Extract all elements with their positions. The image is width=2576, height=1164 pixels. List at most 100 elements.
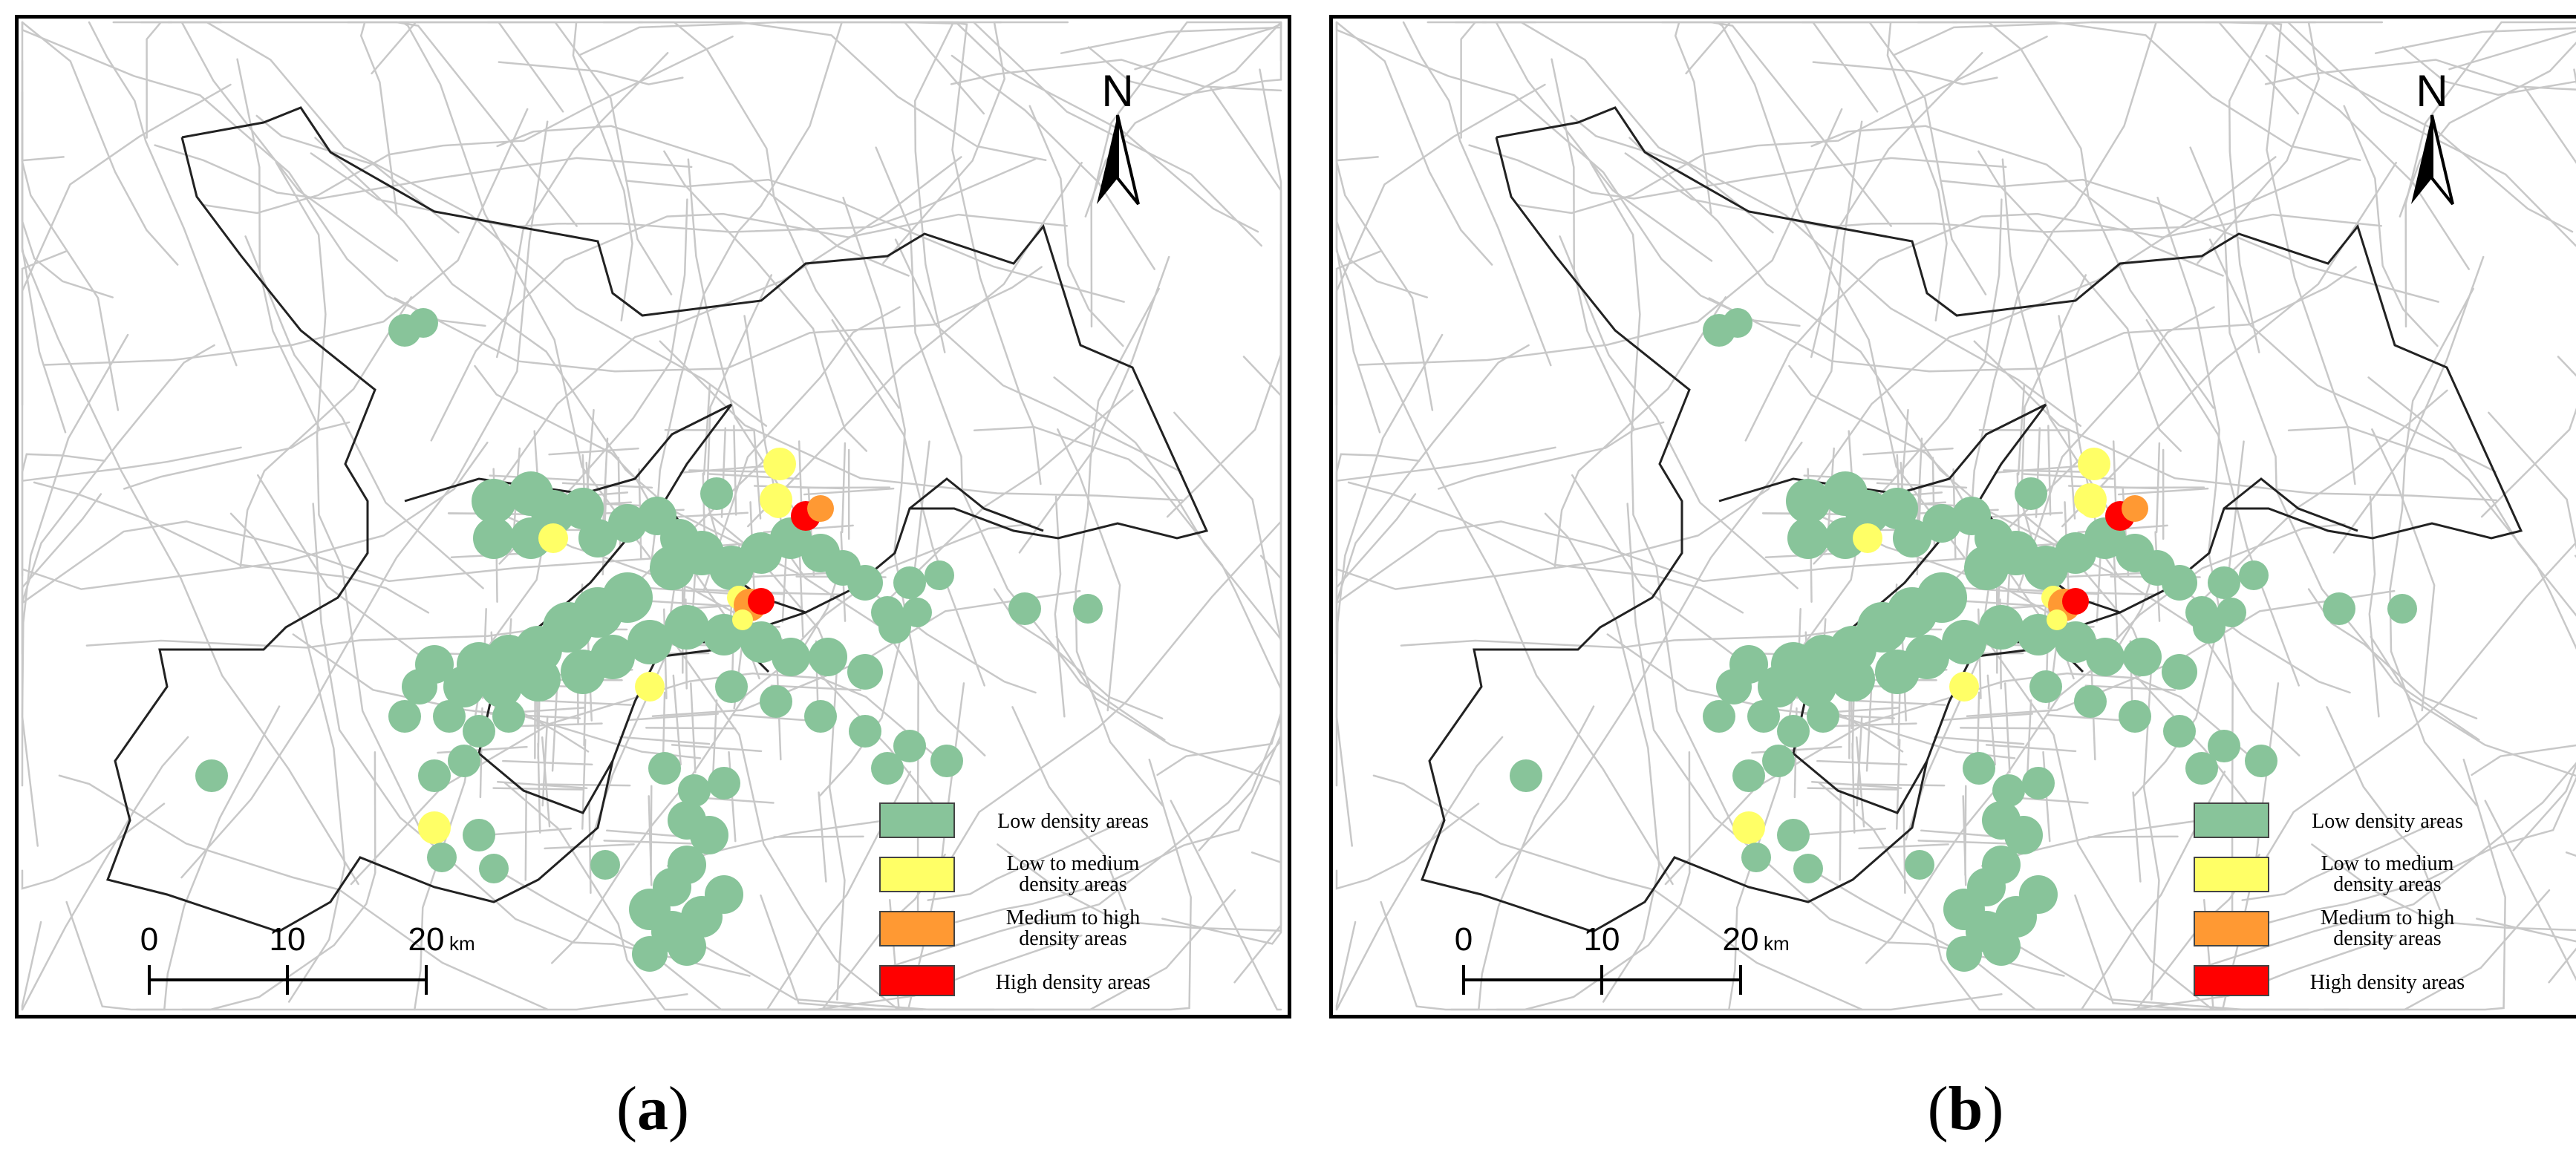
scale-tick-20: 20 xyxy=(408,921,445,958)
legend: Low density areas Low to medium density … xyxy=(2194,802,2465,996)
density-cluster xyxy=(1793,854,1823,883)
density-cluster xyxy=(849,715,881,748)
density-cluster xyxy=(2015,477,2047,510)
north-arrow-right-icon xyxy=(2430,114,2454,206)
density-cluster xyxy=(473,517,515,559)
density-cluster xyxy=(1741,843,1771,872)
density-cluster xyxy=(2245,745,2277,777)
density-cluster xyxy=(418,759,451,792)
density-cluster xyxy=(472,479,516,523)
scale-tick-10: 10 xyxy=(270,921,306,958)
density-cluster xyxy=(590,635,635,679)
density-clusters xyxy=(1510,308,2417,972)
density-cluster xyxy=(847,654,883,690)
density-cluster xyxy=(590,850,620,880)
legend-label-medium-high-2: density areas xyxy=(1019,927,1126,950)
density-cluster xyxy=(665,605,709,650)
density-cluster xyxy=(2185,752,2218,785)
density-cluster xyxy=(807,495,834,522)
legend-swatch-medium-high xyxy=(2194,911,2269,946)
density-cluster xyxy=(708,767,740,800)
density-cluster xyxy=(463,819,495,851)
north-arrow-left-icon xyxy=(1097,115,1118,204)
north-arrow: N xyxy=(2411,66,2454,206)
legend: Low density areas Low to medium density … xyxy=(879,802,1150,996)
density-cluster xyxy=(443,666,485,707)
density-cluster xyxy=(2193,611,2226,644)
density-cluster xyxy=(715,670,748,703)
legend-label-low-medium-1: Low to medium xyxy=(1007,852,1140,875)
density-cluster xyxy=(1992,774,2025,807)
density-cluster xyxy=(2208,730,2240,762)
density-cluster xyxy=(1787,517,1829,559)
density-cluster xyxy=(871,752,904,785)
legend-label-medium-high-2: density areas xyxy=(2333,927,2441,950)
north-label: N xyxy=(1101,66,1133,116)
density-cluster xyxy=(627,620,672,664)
legend-swatch-low-medium xyxy=(879,857,955,892)
density-clusters xyxy=(195,308,1103,972)
scale-bar: 0 10 20 km xyxy=(140,921,475,995)
density-cluster xyxy=(1703,700,1735,733)
density-cluster xyxy=(2022,767,2055,800)
density-cluster xyxy=(2029,670,2062,703)
density-cluster xyxy=(930,745,963,777)
density-cluster xyxy=(732,609,753,630)
scale-unit: km xyxy=(449,932,475,955)
density-cluster xyxy=(480,666,522,707)
density-cluster xyxy=(448,745,480,777)
density-cluster xyxy=(2078,448,2110,480)
legend-label-low-medium-1: Low to medium xyxy=(2321,852,2454,875)
density-cluster xyxy=(1923,504,1961,543)
map-canvas-b: N 0 10 20 km Low density areas Low to me… xyxy=(1335,21,2576,1011)
density-cluster xyxy=(492,700,525,733)
density-cluster xyxy=(2239,560,2269,590)
density-cluster xyxy=(1905,635,1949,679)
density-cluster xyxy=(1825,517,1866,559)
density-cluster xyxy=(2119,700,2151,733)
density-cluster xyxy=(2162,654,2197,690)
density-cluster xyxy=(772,638,810,676)
density-cluster xyxy=(648,752,681,785)
density-cluster xyxy=(608,504,647,543)
density-cluster xyxy=(925,560,954,590)
scale-tick-0: 0 xyxy=(140,921,158,958)
density-cluster xyxy=(1073,594,1103,624)
density-cluster xyxy=(1893,519,1931,558)
north-arrow-right-icon xyxy=(1116,114,1140,206)
density-cluster xyxy=(893,730,926,762)
density-cluster xyxy=(1510,759,1542,792)
density-cluster xyxy=(1758,666,1799,707)
density-cluster xyxy=(878,611,911,644)
density-cluster xyxy=(668,927,706,966)
legend-label-high: High density areas xyxy=(996,971,1150,994)
density-cluster xyxy=(2217,598,2246,627)
legend-swatch-high xyxy=(2194,965,2269,996)
map-canvas-a: N 0 10 20 km Low density areas Low to me… xyxy=(21,21,1282,1011)
density-cluster xyxy=(2122,495,2148,522)
density-cluster xyxy=(2047,609,2067,630)
density-cluster xyxy=(1949,672,1979,702)
density-cluster xyxy=(2086,638,2125,676)
density-cluster xyxy=(1747,700,1780,733)
density-cluster xyxy=(893,566,926,599)
caption-a: (a) xyxy=(616,1074,689,1143)
map-panel-b: N 0 10 20 km Low density areas Low to me… xyxy=(1329,15,2576,1018)
density-cluster xyxy=(402,669,437,704)
density-cluster xyxy=(1723,308,1752,338)
density-cluster xyxy=(1732,759,1765,792)
density-cluster xyxy=(433,700,466,733)
legend-label-low: Low density areas xyxy=(997,810,1149,833)
legend-swatch-low xyxy=(2194,802,2269,838)
density-cluster xyxy=(1982,927,2021,966)
scale-bar: 0 10 20 km xyxy=(1455,921,1790,995)
density-cluster xyxy=(2074,685,2107,718)
legend-label-medium-high-1: Medium to high xyxy=(1006,906,1140,929)
density-cluster xyxy=(2208,566,2240,599)
density-cluster xyxy=(479,854,509,883)
legend-swatch-low xyxy=(879,802,955,838)
density-cluster xyxy=(748,588,775,615)
density-cluster xyxy=(2019,875,2058,914)
density-cluster xyxy=(2079,491,2106,518)
density-cluster xyxy=(2323,592,2355,625)
